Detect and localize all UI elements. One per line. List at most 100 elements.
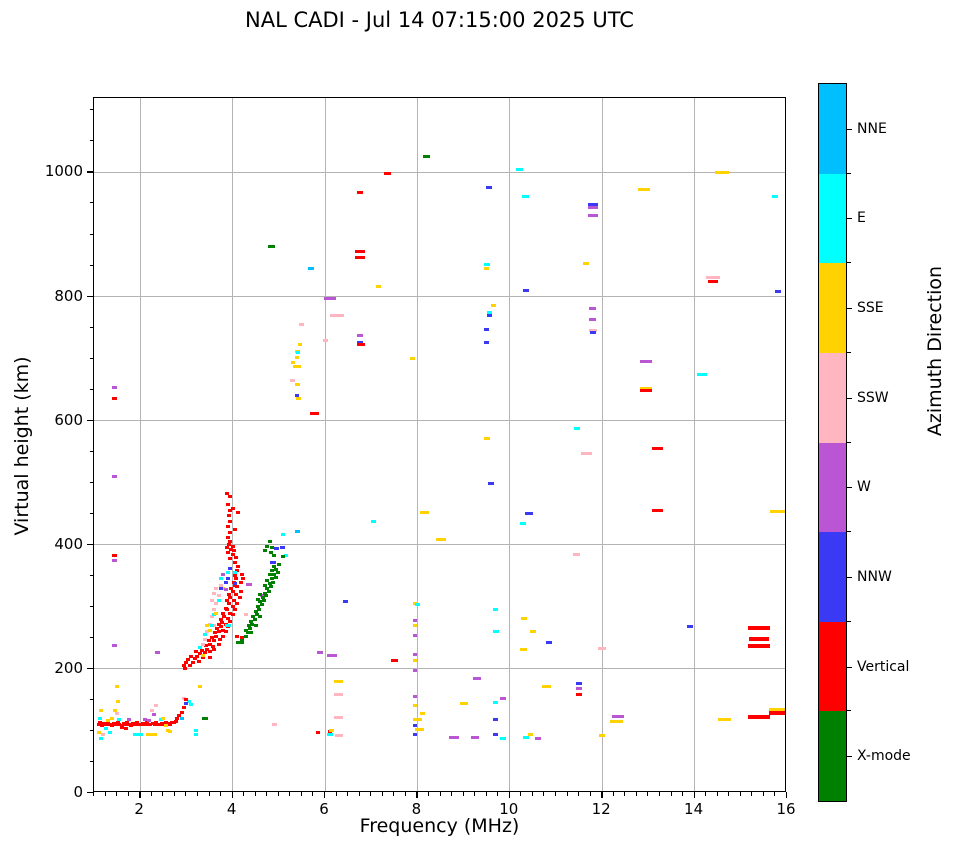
axis-tick <box>254 792 256 796</box>
data-point <box>772 195 779 199</box>
axis-tick <box>89 729 93 731</box>
data-point <box>221 611 226 615</box>
data-point <box>356 333 363 337</box>
data-point <box>529 630 536 634</box>
axis-tick <box>335 792 337 796</box>
data-point <box>708 279 719 283</box>
data-point <box>696 372 707 376</box>
data-point <box>290 379 296 383</box>
data-point <box>219 586 224 590</box>
data-point <box>117 722 122 726</box>
data-point <box>493 607 499 611</box>
data-point <box>235 602 240 606</box>
axis-tick <box>543 792 545 796</box>
colorbar-band <box>819 532 846 622</box>
data-point <box>201 717 208 721</box>
data-point <box>589 318 597 322</box>
axis-tick <box>404 792 406 796</box>
data-point <box>198 684 203 688</box>
data-point <box>343 600 349 604</box>
data-point <box>149 708 154 712</box>
data-point <box>236 565 241 568</box>
data-point <box>221 586 226 590</box>
axis-tick <box>485 792 487 796</box>
data-point <box>609 720 623 724</box>
data-point <box>354 250 365 254</box>
data-point <box>580 452 592 456</box>
data-point <box>652 447 664 451</box>
data-point <box>272 554 277 558</box>
axis-tick <box>312 792 314 796</box>
data-point <box>258 600 263 604</box>
data-point <box>267 573 272 577</box>
data-point <box>265 579 270 583</box>
data-point <box>230 605 235 609</box>
data-point <box>295 355 300 359</box>
data-point <box>310 412 320 416</box>
colorbar-band <box>819 711 846 801</box>
colorbar-tick <box>847 576 852 578</box>
data-point <box>146 733 153 737</box>
x-tick-label: 6 <box>319 800 329 818</box>
colorbar-tick <box>847 397 852 399</box>
data-point <box>195 654 200 658</box>
data-point <box>262 583 267 587</box>
data-point <box>132 733 139 737</box>
data-point <box>718 718 732 722</box>
data-point <box>323 296 336 300</box>
axis-tick <box>358 792 360 796</box>
data-point <box>112 475 118 479</box>
colorbar-tick <box>847 308 852 310</box>
colorbar-boundary-tick <box>847 351 851 353</box>
data-point <box>108 731 113 735</box>
data-point <box>142 723 147 727</box>
colorbar-band <box>819 352 846 443</box>
data-point <box>640 359 653 363</box>
axis-tick <box>670 792 672 796</box>
x-tick-label: 12 <box>591 800 611 818</box>
x-axis-label: Frequency (MHz) <box>359 815 520 837</box>
data-point <box>244 612 249 616</box>
data-point <box>265 544 270 548</box>
data-point <box>326 654 337 658</box>
data-point <box>258 614 263 618</box>
data-point <box>212 638 217 642</box>
data-point <box>177 713 182 717</box>
axis-tick <box>104 792 106 796</box>
data-point <box>243 635 248 639</box>
axis-tick <box>635 792 637 796</box>
data-point <box>202 637 207 641</box>
axis-tick <box>762 792 764 796</box>
data-point <box>491 304 497 308</box>
data-point <box>214 586 219 590</box>
data-point <box>97 717 102 721</box>
axis-tick <box>89 388 93 390</box>
data-point <box>515 168 523 172</box>
data-point <box>199 648 204 652</box>
axis-tick <box>682 792 684 796</box>
colorbar-tick <box>847 756 852 758</box>
data-point <box>241 577 246 581</box>
axis-tick <box>231 792 233 798</box>
data-point <box>212 647 217 651</box>
data-point <box>117 717 122 721</box>
data-point <box>223 630 228 634</box>
data-point <box>221 628 226 632</box>
data-point <box>235 634 240 638</box>
data-point <box>214 611 219 615</box>
axis-tick <box>716 792 718 796</box>
data-point <box>205 623 210 627</box>
data-point <box>221 573 226 577</box>
data-point <box>271 723 277 727</box>
axis-tick <box>243 792 245 796</box>
colorbar-entry-label: X-mode <box>857 748 911 765</box>
data-point <box>158 723 163 727</box>
data-point <box>231 549 236 553</box>
data-point <box>225 535 230 539</box>
data-point <box>224 623 231 627</box>
data-point <box>413 724 418 728</box>
data-point <box>266 589 271 593</box>
axis-tick <box>612 792 614 796</box>
data-point <box>232 571 237 575</box>
data-point <box>168 730 173 734</box>
